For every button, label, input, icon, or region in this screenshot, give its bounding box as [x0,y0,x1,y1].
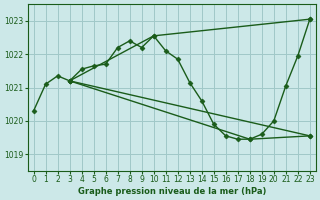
X-axis label: Graphe pression niveau de la mer (hPa): Graphe pression niveau de la mer (hPa) [77,187,266,196]
